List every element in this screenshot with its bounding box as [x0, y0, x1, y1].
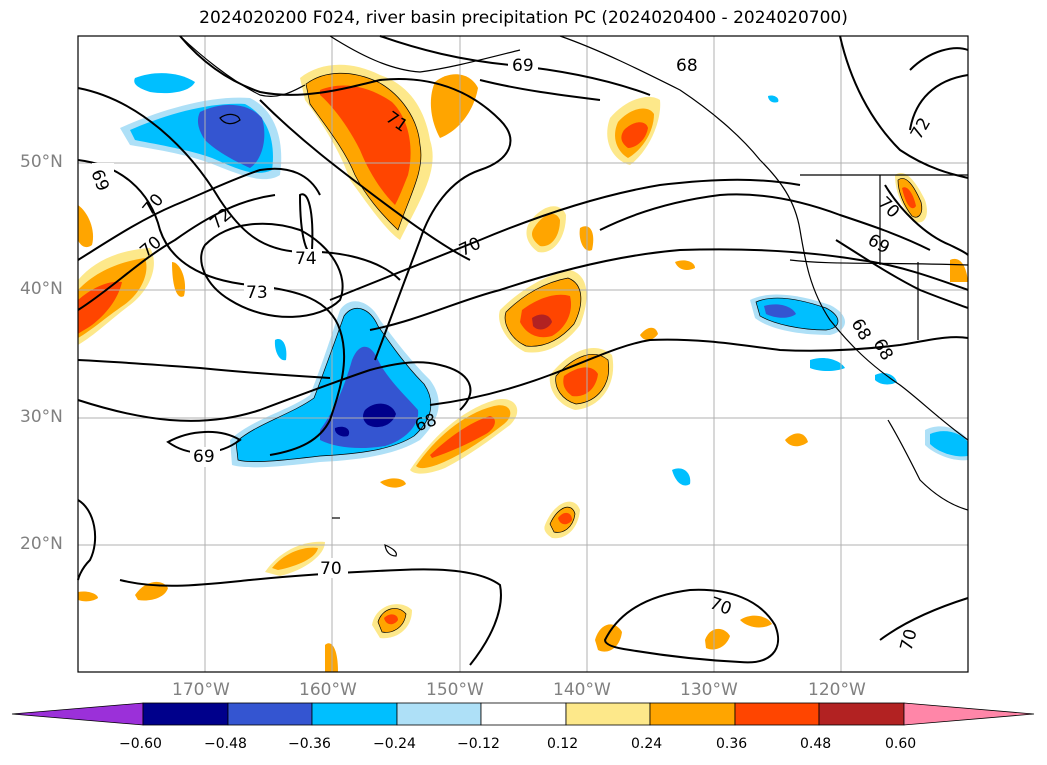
- positive-anomaly-region: [430, 74, 478, 138]
- positive-anomaly-region: [272, 547, 318, 570]
- lat-label: 30°N: [20, 407, 63, 427]
- lon-label: 160°W: [299, 680, 357, 700]
- colorbar-tick-label: 0.12: [547, 736, 579, 752]
- lon-label: 120°W: [808, 680, 866, 700]
- colorbar-tick-label: 0.48: [800, 736, 832, 752]
- contour-label: 72: [907, 114, 935, 143]
- colorbar-tick-label: −0.48: [204, 736, 247, 752]
- positive-anomaly-region: [380, 478, 406, 488]
- positive-anomaly-region: [640, 327, 658, 341]
- colorbar-bin: [480, 702, 567, 726]
- chart-title: 2024020200 F024, river basin precipitati…: [199, 8, 848, 28]
- contour-label: 68: [869, 335, 897, 364]
- colorbar-tick-label: 0.36: [716, 736, 748, 752]
- contour-label: 68: [676, 56, 698, 76]
- negative-anomaly-region: [320, 346, 419, 448]
- contour-label: 70: [874, 193, 903, 222]
- contour-label: 73: [246, 283, 268, 303]
- positive-anomaly-region: [785, 433, 808, 447]
- positive-anomaly-region: [78, 281, 122, 334]
- lat-label: 50°N: [20, 152, 63, 172]
- colorbar-bin: [565, 702, 651, 726]
- lon-label: 130°W: [680, 680, 738, 700]
- negative-anomaly-region: [764, 304, 796, 318]
- contour-label: 69: [864, 230, 893, 258]
- contour-label: 69: [193, 447, 215, 467]
- precip-anomaly-shading: [78, 64, 968, 672]
- lon-label: 150°W: [426, 680, 484, 700]
- colorbar-bin: [818, 702, 905, 726]
- contour-lines: [77, 35, 969, 666]
- positive-anomaly-region: [532, 213, 560, 247]
- negative-anomaly-region: [930, 431, 968, 457]
- positive-anomaly-region: [172, 262, 186, 297]
- positive-anomaly-region: [430, 416, 495, 458]
- positive-anomaly-region: [384, 614, 398, 625]
- positive-anomaly-region: [902, 187, 916, 209]
- negative-anomaly-region: [334, 426, 350, 437]
- colorbar-bin: [142, 702, 229, 726]
- lon-label: 170°W: [172, 680, 230, 700]
- map-frame: [77, 35, 969, 673]
- positive-anomaly-region: [595, 624, 622, 652]
- negative-anomaly-region: [134, 73, 195, 94]
- positive-anomaly-region: [532, 314, 552, 330]
- colorbar: [11, 702, 1035, 726]
- contour-label: 74: [295, 249, 317, 269]
- positive-anomaly-region: [675, 260, 695, 270]
- negative-anomaly-region: [768, 95, 779, 103]
- positive-anomaly-region: [621, 122, 648, 148]
- colorbar-tick-label: 0.24: [631, 736, 663, 752]
- negative-anomaly-region: [274, 339, 287, 361]
- positive-anomaly-region: [78, 591, 98, 602]
- negative-anomaly-region: [197, 104, 265, 168]
- positive-anomaly-region: [950, 258, 968, 282]
- coastlines: [179, 35, 969, 557]
- contour-label: 70: [707, 593, 734, 619]
- colorbar-bin: [227, 702, 313, 726]
- contour-label: 70: [897, 627, 922, 653]
- colorbar-tick-label: 0.60: [885, 736, 917, 752]
- anomaly-outlines: [235, 72, 923, 633]
- negative-anomaly-region: [810, 357, 845, 371]
- positive-anomaly-region: [579, 226, 594, 251]
- colorbar-bin: [734, 702, 820, 726]
- negative-anomaly-region: [672, 468, 691, 486]
- lon-label: 140°W: [553, 680, 611, 700]
- colorbar-bin: [396, 702, 482, 726]
- contour-label: 70: [320, 559, 342, 579]
- colorbar-bin: [311, 702, 398, 726]
- negative-anomaly-region: [363, 403, 396, 428]
- negative-anomaly-region: [875, 372, 897, 385]
- colorbar-tick-label: −0.60: [119, 736, 162, 752]
- positive-anomaly-region: [78, 205, 94, 248]
- positive-anomaly-region: [705, 628, 730, 650]
- colorbar-tick-label: −0.12: [457, 736, 500, 752]
- lat-label: 20°N: [20, 534, 63, 554]
- colorbar-bin: [649, 702, 736, 726]
- positive-anomaly-region: [740, 615, 772, 628]
- colorbar-extend-high: [903, 702, 1035, 726]
- positive-anomaly-region: [320, 85, 411, 205]
- lat-label: 40°N: [20, 279, 63, 299]
- contour-label: 68: [847, 315, 875, 344]
- positive-anomaly-region: [558, 512, 572, 525]
- colorbar-extend-low: [11, 702, 144, 726]
- colorbar-tick-label: −0.24: [373, 736, 416, 752]
- colorbar-tick-label: −0.36: [288, 736, 331, 752]
- positive-anomaly-region: [563, 367, 598, 397]
- contour-label: 69: [512, 56, 534, 76]
